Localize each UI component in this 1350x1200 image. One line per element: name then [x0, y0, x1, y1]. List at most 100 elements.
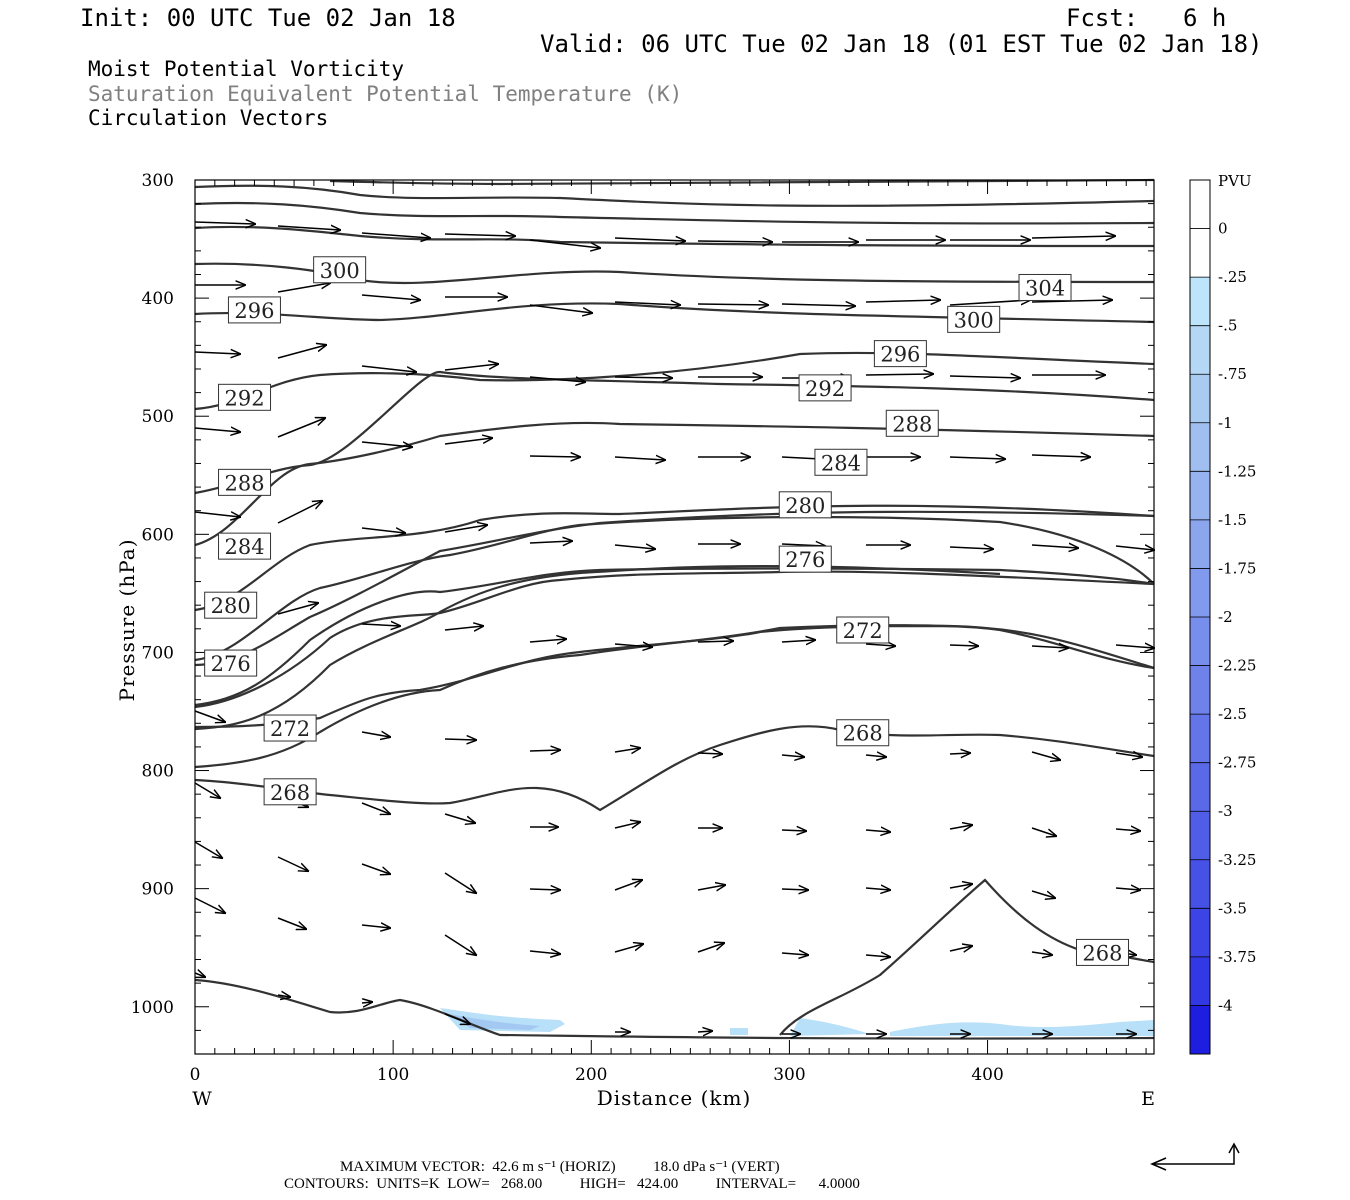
pv-colorbar: 0 -.25 -.5 -.75 -1 -1.25 -1.5 -1.75 -2 -2.25 -2.5 -… [1189, 179, 1256, 1055]
x-tick-label: 400 [971, 1065, 1003, 1085]
contour-label-text: 300 [320, 259, 360, 283]
contour-label-text: 288 [224, 471, 264, 495]
y-tick-label: 300 [142, 171, 174, 191]
colorbar-label: -2.75 [1218, 754, 1256, 772]
colorbar-label: -.75 [1218, 365, 1247, 383]
colorbar-swatch [1190, 811, 1210, 861]
axis-ticks [194, 179, 1154, 1055]
contour-label: 284 [218, 532, 272, 560]
pv-shading [440, 1008, 1154, 1036]
contour-label: 276 [778, 545, 832, 573]
x-axis-title: Distance (km) [597, 1086, 752, 1110]
colorbar-label: 0 [1218, 220, 1228, 238]
colorbar-swatch [1190, 180, 1210, 229]
colorbar-label: -2.5 [1218, 705, 1247, 723]
colorbar-swatch [1190, 714, 1210, 764]
colorbar-swatch [1190, 422, 1210, 472]
max-vector-text: MAXIMUM VECTOR: 42.6 m s⁻¹ (HORIZ) 18.0 … [340, 1159, 780, 1175]
colorbar-swatch [1190, 277, 1210, 327]
contour-label-text: 268 [1082, 941, 1122, 965]
y-tick-label: 900 [142, 880, 174, 900]
contour-label-text: 284 [821, 451, 861, 475]
contour-label-text: 276 [211, 652, 251, 676]
x-tick-label: 100 [377, 1065, 409, 1085]
colorbar-swatch [1190, 956, 1210, 1006]
y-tick-label: 800 [142, 762, 174, 782]
contour-lines [194, 178, 1155, 1040]
y-axis-title: Pressure (hPa) [115, 539, 139, 702]
contour-label-text: 296 [880, 343, 920, 367]
colorbar-label: -4 [1218, 996, 1233, 1014]
colorbar-label: -3.25 [1218, 851, 1256, 869]
colorbar-swatch [1190, 859, 1210, 909]
contour-label-text: 284 [224, 535, 264, 559]
colorbar-label: -1 [1218, 414, 1233, 432]
contour-label: 292 [218, 383, 272, 411]
forecast-value: 6 h [1183, 4, 1227, 32]
colorbar-label: -3.5 [1218, 899, 1247, 917]
init-time: Init: 00 UTC Tue 02 Jan 18 [80, 4, 456, 32]
forecast-label: Fcst: [1066, 4, 1139, 32]
x-left-label: W [192, 1088, 212, 1110]
axis-tick-labels: 0 100 200 300 400 300 400 500 600 700 800 900 1000 [131, 171, 1004, 1085]
plot-frame [194, 179, 1155, 1055]
colorbar-label: -1.75 [1218, 559, 1256, 577]
contour-label-text: 304 [1025, 276, 1065, 300]
contour-label: 272 [836, 616, 890, 644]
y-tick-label: 700 [142, 643, 174, 663]
colorbar-swatch [1190, 617, 1210, 666]
contour-label-text: 296 [234, 299, 274, 323]
colorbar-label: -2 [1218, 608, 1233, 626]
title-thetae: Saturation Equivalent Potential Temperat… [88, 82, 683, 106]
contour-label-text: 268 [270, 781, 310, 805]
y-tick-label: 600 [142, 525, 174, 545]
valid-time: Valid: 06 UTC Tue 02 Jan 18 (01 EST Tue … [540, 30, 1263, 58]
contour-label: 296 [873, 340, 927, 368]
contours-text: CONTOURS: UNITS=K LOW= 268.00 HIGH= 424.… [284, 1176, 860, 1192]
contour-label-text: 288 [892, 412, 932, 436]
contour-label: 300 [947, 305, 1001, 333]
contour-label: 288 [218, 468, 272, 496]
colorbar-label: -1.25 [1218, 462, 1256, 480]
colorbar-swatch [1190, 665, 1210, 715]
colorbar-label: -1.5 [1218, 511, 1247, 529]
contour-label-text: 292 [224, 386, 264, 410]
contour-label-text: 292 [805, 377, 845, 401]
colorbar-swatch [1190, 325, 1210, 375]
x-tick-label: 200 [575, 1065, 607, 1085]
colorbar-label: -3 [1218, 802, 1233, 820]
contour-label: 304 [1018, 273, 1072, 301]
colorbar-label: -.25 [1218, 268, 1247, 286]
colorbar-label: -.5 [1218, 317, 1237, 335]
y-tick-label: 1000 [131, 998, 174, 1018]
contour-label: 276 [204, 649, 258, 677]
colorbar-swatch [1190, 762, 1210, 812]
colorbar-swatch [1190, 568, 1210, 618]
reference-vector [1150, 1142, 1240, 1171]
title-mpv: Moist Potential Vorticity [88, 57, 405, 81]
colorbar-label: -2.25 [1218, 657, 1256, 675]
contour-label: 292 [798, 374, 852, 402]
x-tick-label: 300 [773, 1065, 805, 1085]
contour-label: 268 [263, 778, 317, 806]
contour-label: 284 [814, 448, 868, 476]
colorbar-swatch [1190, 374, 1210, 424]
contour-label-text: 280 [211, 594, 251, 618]
contour-label: 280 [204, 591, 258, 619]
contour-label: 296 [227, 296, 281, 324]
contour-label: 268 [836, 719, 890, 747]
colorbar-swatch [1190, 471, 1210, 521]
contour-label: 272 [263, 714, 317, 742]
contour-label-text: 280 [785, 494, 825, 518]
contour-label-text: 272 [843, 619, 883, 643]
colorbar-swatch [1190, 908, 1210, 958]
colorbar-swatch [1190, 519, 1210, 569]
contour-label: 288 [885, 409, 939, 437]
colorbar-label: -3.75 [1218, 948, 1256, 966]
title-vectors: Circulation Vectors [88, 106, 329, 130]
circulation-vectors [194, 222, 1154, 1034]
colorbar-swatch [1190, 228, 1210, 278]
contour-label: 300 [313, 256, 367, 284]
contour-label-text: 268 [843, 722, 883, 746]
contour-label: 268 [1075, 938, 1129, 966]
